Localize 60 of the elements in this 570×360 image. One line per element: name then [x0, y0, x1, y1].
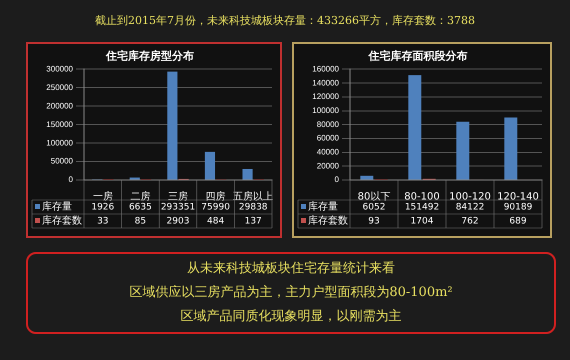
- y-tick-label: 120000: [312, 92, 340, 102]
- x-tick-label: 三房: [168, 190, 188, 203]
- chart-title: 住宅库存房型分布: [105, 49, 194, 62]
- y-tick-label: 50000: [50, 156, 74, 166]
- data-label: 2903: [166, 216, 190, 226]
- x-tick-label: 二房: [130, 190, 150, 203]
- bar: [242, 168, 253, 180]
- data-label: 293351: [160, 202, 196, 212]
- x-tick-label: 一房: [92, 190, 113, 203]
- bar: [360, 176, 374, 180]
- bar: [504, 118, 518, 180]
- y-tick-label: 100000: [46, 138, 74, 148]
- x-tick-label: 120-140: [497, 192, 539, 203]
- data-label: 75990: [201, 202, 230, 212]
- data-label: 762: [461, 216, 479, 226]
- y-tick-label: 60000: [316, 134, 340, 143]
- data-label: 85: [134, 216, 146, 226]
- y-tick-label: 200000: [46, 101, 74, 110]
- y-tick-label: 100000: [312, 106, 340, 115]
- text: 区域供应以三房产品为主，主力户型面积段为80-100m²: [128, 284, 454, 302]
- text: 从未来科技城板块住宅存量统计来看: [186, 260, 396, 278]
- x-tick-label: 80-100: [404, 192, 440, 203]
- bar: [204, 152, 216, 180]
- data-label: 6052: [362, 202, 386, 212]
- data-label: 484: [207, 216, 224, 226]
- data-label: 1704: [410, 216, 434, 226]
- data-label: 689: [509, 216, 527, 226]
- data-label: 1926: [91, 202, 115, 212]
- chart-title: 住宅库存面积段分布: [368, 49, 468, 62]
- y-tick-label: 250000: [46, 82, 74, 92]
- y-tick-label: 150000: [46, 120, 74, 129]
- y-tick-label: 0: [68, 175, 74, 184]
- x-tick-label: 80以下: [358, 190, 390, 203]
- data-label: 93: [368, 216, 380, 226]
- y-tick-label: 40000: [316, 148, 340, 157]
- y-tick-label: 160000: [312, 64, 340, 74]
- text: 区域产品同质化现象明显，以刚需为主: [180, 308, 402, 326]
- y-tick-label: 20000: [316, 161, 340, 170]
- bar: [408, 75, 422, 180]
- y-tick-label: 300000: [46, 64, 74, 74]
- x-tick-label: 四房: [206, 190, 226, 203]
- bar: [167, 72, 178, 180]
- data-label: 29838: [238, 202, 268, 212]
- bar: [456, 122, 470, 180]
- data-label: 137: [244, 216, 262, 226]
- data-label: 90189: [504, 202, 533, 212]
- data-label: 33: [97, 216, 109, 226]
- y-tick-label: 140000: [312, 78, 340, 88]
- data-label: 84122: [456, 202, 484, 212]
- legend-label: 库存套数: [308, 214, 348, 227]
- text: 截止到2015年7月份，未来科技城板块存量：433266平方，库存套数：3788: [94, 13, 476, 29]
- data-label: 6635: [128, 202, 152, 212]
- y-tick-label: 80000: [316, 120, 340, 129]
- y-tick-label: 0: [334, 175, 340, 184]
- data-label: 151492: [404, 202, 440, 212]
- x-tick-label: 五房以上: [233, 190, 274, 203]
- legend-label: 库存量: [308, 200, 338, 213]
- legend-label: 库存量: [42, 200, 72, 213]
- legend-label: 库存套数: [42, 214, 82, 227]
- x-tick-label: 100-120: [449, 192, 491, 203]
